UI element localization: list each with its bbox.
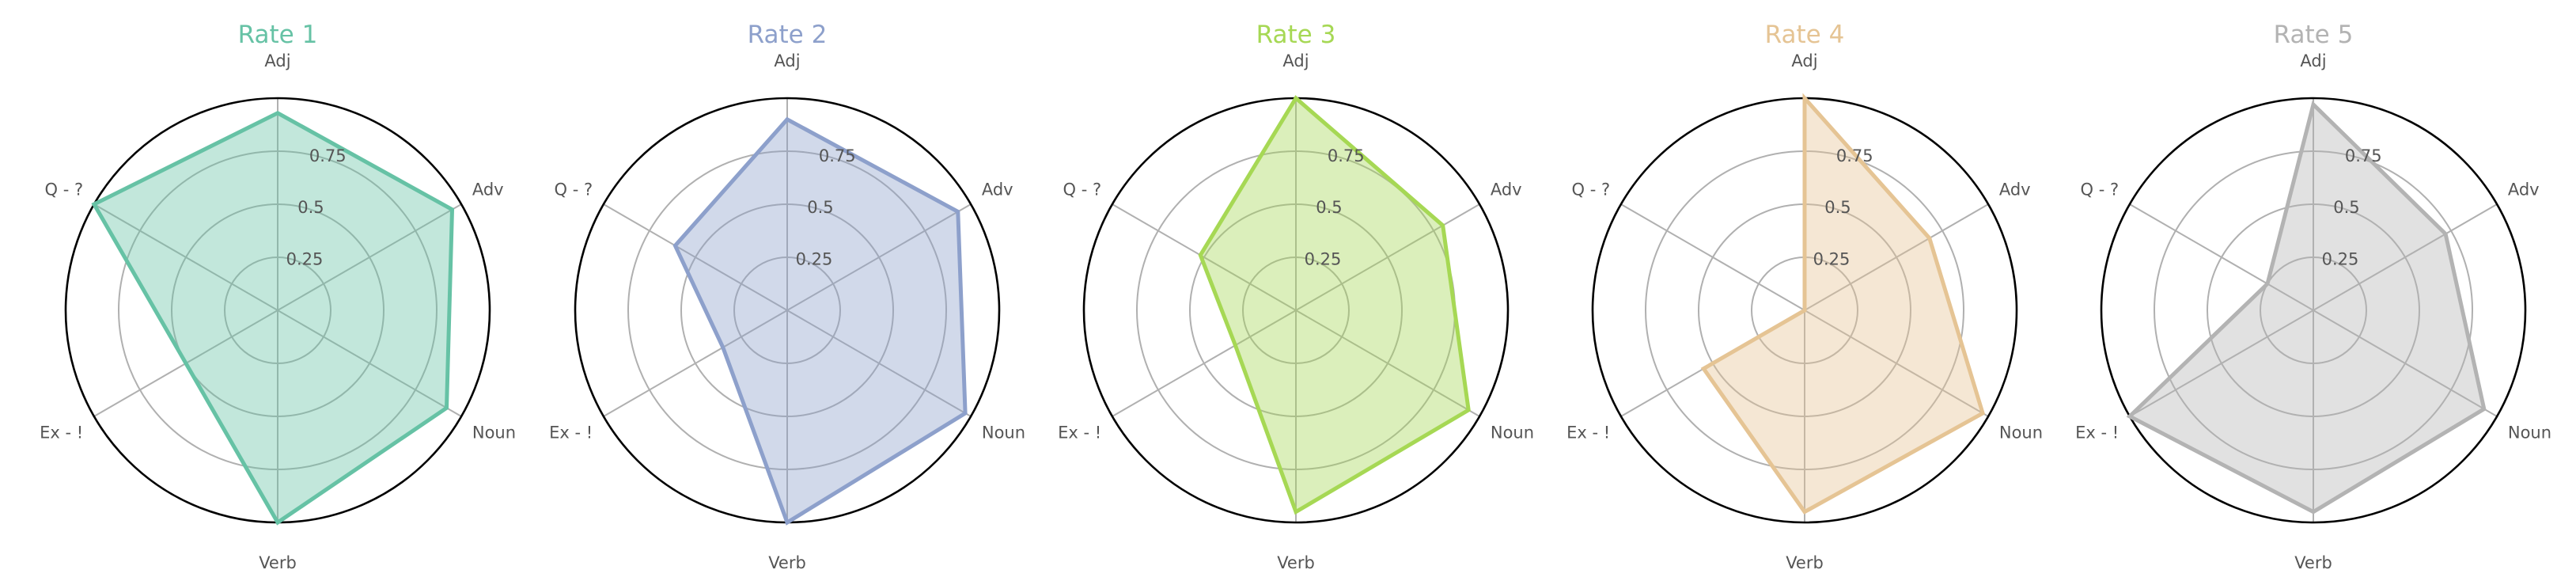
series-area	[2129, 104, 2484, 512]
category-label-noun: Noun	[2508, 424, 2551, 443]
radial-tick-label: 0.5	[2333, 198, 2359, 217]
chart-title: Rate 1	[238, 21, 318, 49]
spoke-q	[1112, 203, 1297, 311]
radial-tick-label: 0.75	[2345, 146, 2382, 165]
category-label-q: Q - ?	[45, 180, 84, 199]
category-label-adj: Adj	[1282, 51, 1309, 70]
series-area	[93, 112, 453, 523]
category-label-adv: Adv	[2508, 180, 2540, 199]
category-label-verb: Verb	[259, 553, 297, 572]
category-label-noun: Noun	[472, 424, 516, 443]
category-label-ex: Ex - !	[40, 424, 83, 443]
spoke-noun	[277, 310, 462, 417]
radial-tick-label: 0.25	[2322, 250, 2359, 269]
category-label-adv: Adv	[1999, 180, 2031, 199]
chart-title: Rate 3	[1256, 21, 1336, 49]
radar-subplot-4: Rate 4 0.25 0.5 0.75 Adj Adv Noun Verb Ex - ! Q -…	[1566, 21, 2043, 572]
spoke-adv	[1804, 203, 1989, 311]
radar-subplot-1: Rate 1 0.25 0.5 0.75 Adj Adv Noun Verb Ex - ! Q -…	[40, 21, 516, 572]
radial-tick-label: 0.25	[796, 250, 833, 269]
radial-tick-label: 0.75	[1836, 146, 1873, 165]
category-label-verb: Verb	[768, 553, 806, 572]
series-area	[1703, 98, 1983, 512]
radial-tick-label: 0.75	[819, 146, 856, 165]
spoke-noun	[1804, 310, 1989, 417]
series-line	[1700, 93, 1986, 515]
category-label-ex: Ex - !	[2075, 424, 2119, 443]
category-label-q: Q - ?	[555, 180, 593, 199]
spoke-ex	[603, 310, 788, 417]
spoke-q	[603, 203, 788, 311]
spoke-q	[1620, 203, 1805, 311]
category-label-adv: Adv	[982, 180, 1013, 199]
chart-title: Rate 5	[2274, 21, 2354, 49]
series-line	[91, 110, 455, 526]
series-area	[1200, 98, 1469, 512]
category-label-adv: Adv	[472, 180, 504, 199]
category-label-noun: Noun	[1491, 424, 1534, 443]
series-area	[675, 119, 966, 523]
category-label-verb: Verb	[2294, 553, 2332, 572]
spoke-adv	[786, 203, 972, 311]
radial-tick-label: 0.25	[1813, 250, 1851, 269]
spoke-adv	[277, 203, 462, 311]
series-line	[2126, 101, 2487, 515]
spoke-ex	[1112, 310, 1297, 417]
category-label-q: Q - ?	[2081, 180, 2120, 199]
radar-subplot-2: Rate 2 0.25 0.5 0.75 Adj Adv Noun Verb Ex - ! Q -…	[549, 21, 1025, 572]
category-label-adj: Adj	[2300, 51, 2326, 70]
radial-tick-label: 0.5	[1824, 198, 1851, 217]
polar-frame	[2100, 97, 2527, 524]
series-line	[672, 116, 968, 526]
spoke-q	[2129, 203, 2314, 311]
radial-tick-label: 0.5	[1316, 198, 1342, 217]
category-label-adj: Adj	[774, 51, 800, 70]
category-label-q: Q - ?	[1063, 180, 1102, 199]
category-label-noun: Noun	[1999, 424, 2043, 443]
spoke-q	[93, 203, 278, 311]
category-label-noun: Noun	[982, 424, 1025, 443]
radial-tick-label: 0.25	[1305, 250, 1342, 269]
spoke-ex	[2129, 310, 2314, 417]
category-label-q: Q - ?	[1572, 180, 1611, 199]
category-label-adv: Adv	[1491, 180, 1522, 199]
category-label-verb: Verb	[1277, 553, 1315, 572]
spoke-noun	[2313, 310, 2498, 417]
radial-tick-label: 0.5	[807, 198, 833, 217]
category-label-adj: Adj	[1791, 51, 1817, 70]
chart-title: Rate 4	[1765, 21, 1845, 49]
category-label-verb: Verb	[1786, 553, 1824, 572]
category-label-ex: Ex - !	[1058, 424, 1101, 443]
radial-tick-label: 0.75	[1328, 146, 1365, 165]
spoke-noun	[786, 310, 972, 417]
spoke-adv	[1295, 203, 1480, 311]
radar-subplot-5: Rate 5 0.25 0.5 0.75 Adj Adv Noun Verb Ex - ! Q -…	[2075, 21, 2551, 572]
radar-subplot-3: Rate 3 0.25 0.5 0.75 Adj Adv Noun Verb Ex - ! Q -…	[1058, 21, 1534, 572]
chart-title: Rate 2	[748, 21, 828, 49]
category-label-ex: Ex - !	[549, 424, 593, 443]
radial-tick-label: 0.25	[286, 250, 324, 269]
radial-tick-label: 0.5	[297, 198, 324, 217]
category-label-ex: Ex - !	[1566, 424, 1610, 443]
spoke-noun	[1295, 310, 1480, 417]
spoke-adv	[2313, 203, 2498, 311]
category-label-adj: Adj	[264, 51, 290, 70]
radial-tick-label: 0.75	[309, 146, 347, 165]
series-line	[1198, 95, 1471, 515]
